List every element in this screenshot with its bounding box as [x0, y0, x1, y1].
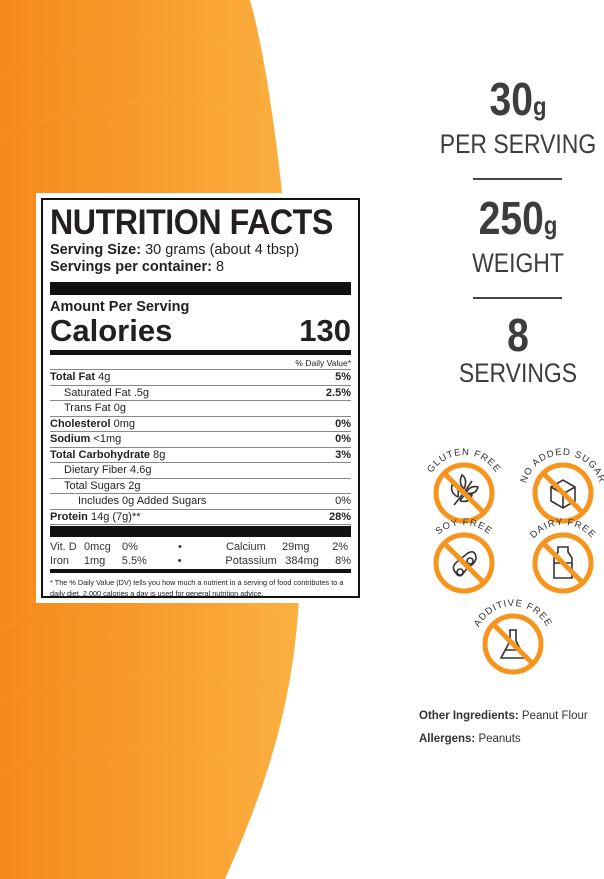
label-title: NUTRITION FACTS — [50, 203, 333, 242]
divider — [473, 178, 562, 180]
allergens: Allergens: Peanuts — [419, 733, 521, 745]
nutrient-row: Sodium <1mg 0% — [50, 432, 351, 448]
amount-per-serving: Amount Per Serving — [50, 299, 190, 315]
nutrition-facts-label: NUTRITION FACTS Serving Size: 30 grams (… — [36, 193, 362, 603]
vitamin-row: Vit. D 0mcg 0% • Calcium 29mg 2% — [50, 541, 348, 553]
nutrient-row: Saturated Fat .5g 2.5% — [50, 386, 351, 401]
nutrient-row: Total Sugars 2g — [50, 479, 351, 494]
footnote: * The % Daily Value (DV) tells you how m… — [50, 578, 344, 598]
divider — [50, 350, 351, 355]
nutrient-row: Dietary Fiber 4.6g — [50, 463, 351, 479]
divider — [50, 526, 351, 537]
nutrient-row: Total Fat 4g 5% — [50, 370, 351, 386]
stat-servings: 8 SERVINGS — [458, 309, 578, 388]
calories-row: Calories 130 — [50, 313, 351, 348]
nutrient-row: Total Carbohydrate 8g 3% — [50, 448, 351, 463]
divider — [473, 297, 562, 299]
nutrient-row: Includes 0g Added Sugars 0% — [50, 494, 351, 510]
divider — [50, 282, 351, 295]
stat-per-serving: 30g PER SERVING — [439, 73, 597, 159]
stat-weight: 250g WEIGHT — [472, 192, 564, 278]
vitamin-row: Iron 1mg 5.5% • Potassium 384mg 8% — [50, 555, 351, 567]
nutrient-row: Trans Fat 0g — [50, 401, 351, 417]
divider — [50, 569, 351, 573]
servings-per-container: Servings per container: 8 — [50, 259, 225, 275]
daily-value-header: % Daily Value* — [50, 357, 351, 370]
other-ingredients: Other Ingredients: Peanut Flour — [419, 710, 588, 722]
serving-size: Serving Size: 30 grams (about 4 tbsp) — [50, 242, 300, 258]
nutrient-row: Cholesterol 0mg 0% — [50, 417, 351, 432]
nutrient-row: Protein 14g (7g)** 28% — [50, 510, 351, 525]
